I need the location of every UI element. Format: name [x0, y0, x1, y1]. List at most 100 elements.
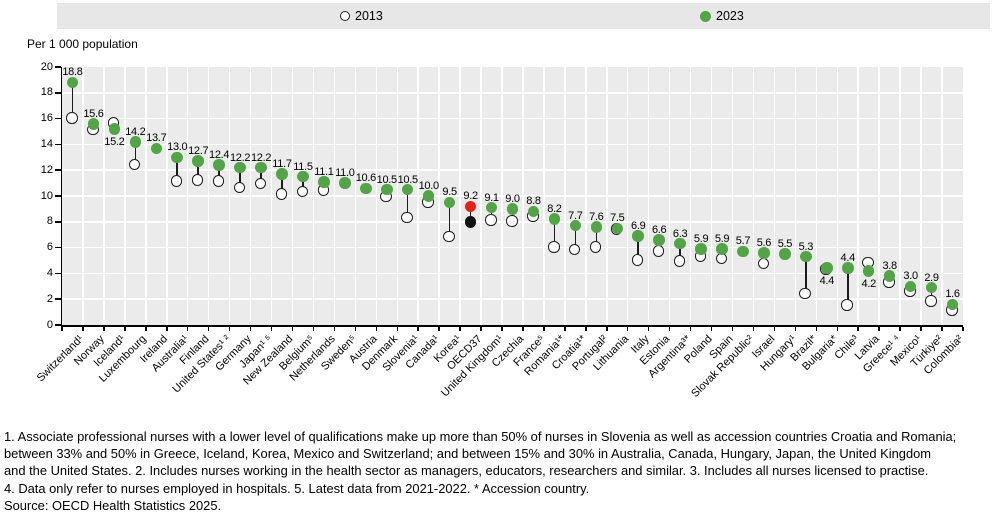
- y-tick: [55, 195, 61, 197]
- v-gridline: [857, 67, 859, 325]
- y-tick-label: 10: [40, 189, 53, 202]
- data-point-2013: [254, 177, 267, 190]
- x-tick: [61, 326, 63, 331]
- data-point-2013: [170, 175, 183, 187]
- data-point-2023: [737, 245, 749, 258]
- data-point-2013: [589, 241, 602, 253]
- x-tick: [375, 326, 378, 331]
- value-label: 9.2: [463, 190, 478, 203]
- v-gridline: [291, 67, 294, 325]
- x-tick: [312, 326, 315, 331]
- data-point-2023: [862, 265, 875, 277]
- connector-line: [930, 287, 933, 302]
- data-point-2023: [255, 161, 267, 174]
- v-gridline: [207, 67, 210, 325]
- value-label: 12.2: [229, 151, 251, 164]
- x-tick: [291, 326, 294, 331]
- value-label: 8.2: [547, 203, 562, 216]
- value-label: 11.5: [293, 160, 313, 173]
- data-point-2023: [569, 219, 582, 232]
- legend-item-2013: 2013: [340, 3, 383, 29]
- connector-line: [239, 167, 241, 189]
- h-gridline: [62, 117, 963, 120]
- data-point-2023: [108, 123, 121, 135]
- x-tick: [145, 326, 147, 331]
- v-gridline: [501, 67, 503, 325]
- value-label: 4.4: [840, 252, 856, 265]
- connector-line: [847, 268, 849, 306]
- x-tick: [438, 326, 440, 331]
- x-tick: [668, 326, 671, 331]
- v-gridline: [270, 67, 273, 325]
- footnote-line-4: 4. Data only refer to nurses employed in…: [4, 480, 590, 496]
- connector-line: [553, 219, 556, 248]
- data-point-2023: [422, 190, 435, 202]
- v-gridline: [815, 67, 818, 325]
- data-point-2013: [841, 299, 853, 311]
- y-axis-line: [60, 67, 62, 327]
- source-line: Source: OECD Health Statistics 2025.: [4, 497, 222, 513]
- data-point-2023: [66, 76, 79, 89]
- y-tick-label: 18: [40, 86, 53, 99]
- connector-line: [637, 235, 639, 261]
- x-tick: [396, 326, 398, 331]
- y-tick: [55, 246, 61, 249]
- connector-line: [281, 174, 283, 195]
- value-label: 7.6: [589, 210, 604, 223]
- value-label: 11.7: [272, 158, 292, 171]
- v-gridline: [626, 67, 629, 325]
- value-label: 13.0: [167, 141, 188, 154]
- value-label: 1.6: [945, 288, 960, 301]
- data-point-2013: [485, 214, 497, 226]
- data-point-2013: [212, 175, 225, 187]
- y-tick: [55, 298, 61, 300]
- value-label: 14.2: [125, 125, 146, 138]
- value-label: 6.9: [631, 219, 646, 232]
- v-gridline: [647, 67, 650, 325]
- x-tick: [941, 326, 943, 331]
- y-axis-title: Per 1 000 population: [27, 37, 138, 51]
- value-label: 8.8: [526, 195, 541, 208]
- x-tick: [354, 326, 357, 331]
- x-tick: [228, 326, 231, 331]
- x-tick: [815, 326, 818, 331]
- x-tick: [899, 326, 901, 331]
- v-gridline: [773, 67, 776, 325]
- y-tick: [55, 66, 61, 68]
- v-gridline: [899, 67, 901, 325]
- data-point-2023: [527, 205, 540, 218]
- x-tick: [333, 326, 336, 331]
- data-point-2023: [842, 262, 854, 274]
- x-tick: [249, 326, 252, 331]
- y-tick-label: 6: [46, 241, 53, 254]
- connector-line: [469, 206, 472, 222]
- data-point-2013: [464, 216, 477, 228]
- data-point-2013: [652, 245, 665, 257]
- y-tick: [55, 117, 61, 120]
- connector-line: [71, 82, 74, 119]
- v-gridline: [166, 67, 168, 325]
- value-label: 4.4: [819, 275, 835, 288]
- data-point-2023: [821, 262, 833, 274]
- v-gridline: [606, 67, 608, 325]
- open-circle-2013-icon: [340, 11, 350, 21]
- value-label: 9.5: [442, 186, 457, 199]
- data-point-2013: [443, 230, 455, 243]
- data-point-2013: [296, 185, 309, 198]
- x-tick: [103, 326, 105, 331]
- data-point-2023: [800, 250, 812, 263]
- data-point-2013: [799, 287, 811, 300]
- v-gridline: [438, 67, 440, 325]
- value-label: 9.1: [484, 191, 499, 204]
- v-gridline: [480, 67, 482, 325]
- y-tick: [55, 324, 61, 326]
- value-label: 5.3: [798, 240, 814, 253]
- data-point-2013: [66, 112, 78, 124]
- x-tick: [920, 326, 922, 331]
- data-point-2023: [695, 243, 707, 255]
- x-tick: [773, 326, 776, 331]
- footnote-line-2: between 33% and 50% in Greece, Iceland, …: [4, 446, 932, 462]
- h-gridline: [62, 169, 963, 171]
- data-point-2013: [548, 241, 560, 253]
- v-gridline: [564, 67, 566, 325]
